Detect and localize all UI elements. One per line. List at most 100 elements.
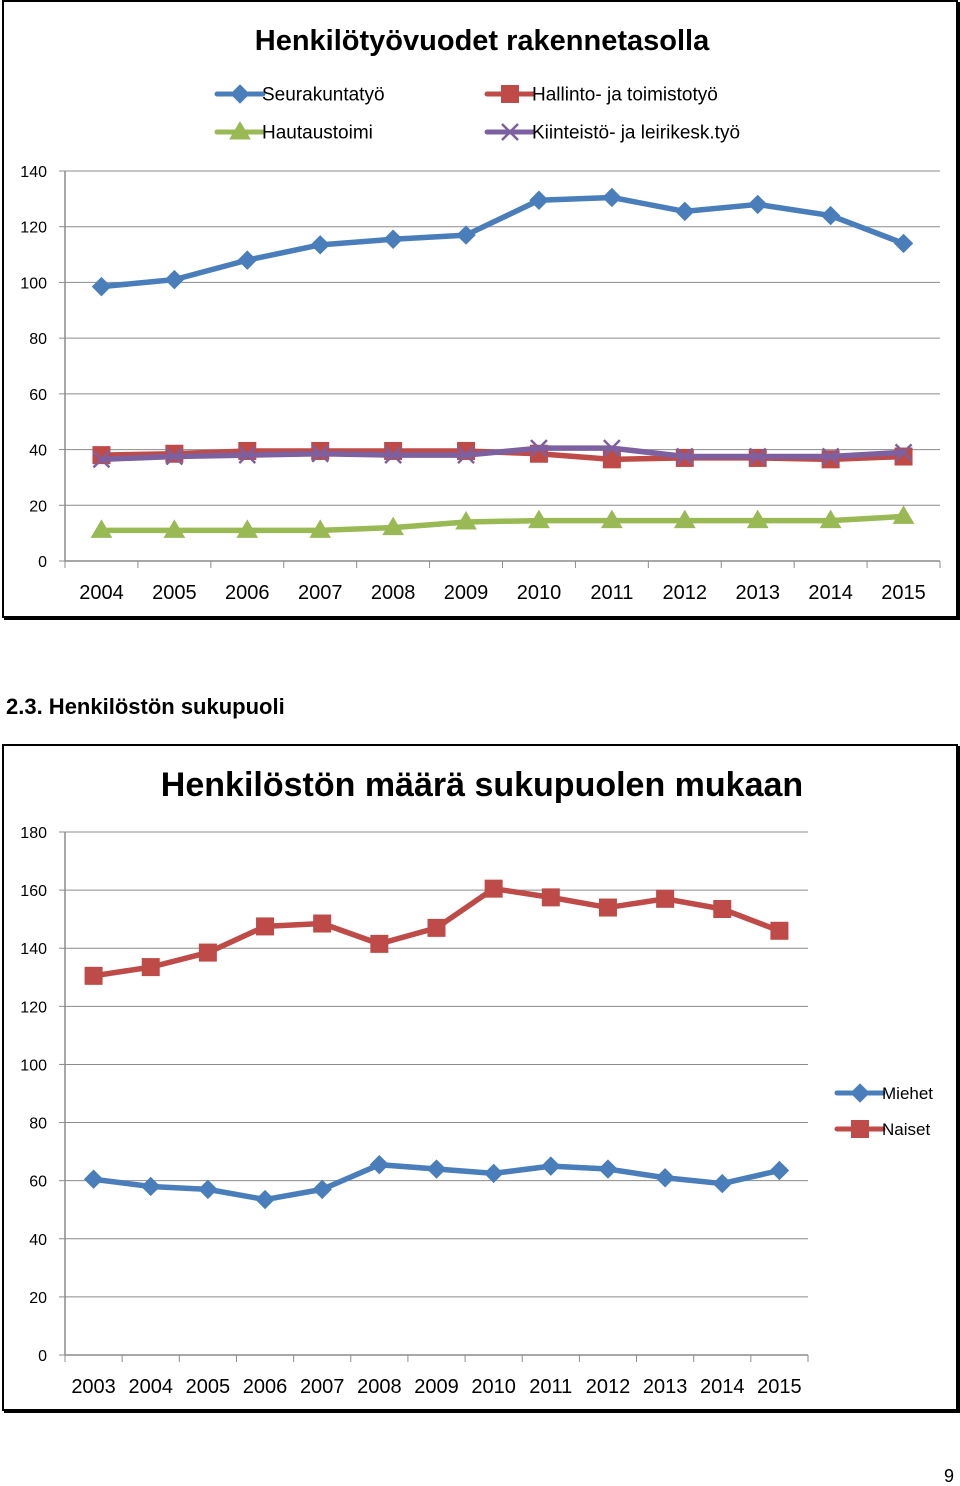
y-tick-label-100: 100 xyxy=(20,1057,47,1074)
data-point-hautaustoimi-2010 xyxy=(528,509,550,529)
chart-staff-by-gender: Henkilöstön määrä sukupuolen mukaan 0 20 40… xyxy=(2,744,958,1411)
data-point-naiset-2011 xyxy=(541,888,560,907)
legend-entry-hautaustoimi: Hautaustoimi xyxy=(214,121,373,144)
data-point-kiinteisto-ja-leirikesk-tyo-2004 xyxy=(92,450,111,469)
data-point-kiinteisto-ja-leirikesk-tyo-2008-stroke-b xyxy=(384,446,403,465)
y-tick-label-40: 40 xyxy=(29,443,47,460)
data-point-seurakuntatyo-2009 xyxy=(456,225,476,245)
x-tick-label-2011: 2011 xyxy=(590,582,633,604)
data-point-hautaustoimi-2007 xyxy=(309,519,332,538)
legend-label-hautaustoimi: Hautaustoimi xyxy=(262,123,373,144)
data-point-naiset-2015 xyxy=(770,921,789,940)
series-line-hautaustoimi xyxy=(98,513,907,534)
data-point-naiset-2009 xyxy=(427,918,446,937)
data-point-miehet-2005 xyxy=(198,1179,218,1200)
x-tick-label-2012: 2012 xyxy=(586,1376,631,1398)
gridlines xyxy=(65,170,940,506)
series-naiset xyxy=(84,879,789,985)
y-tick-label-20: 20 xyxy=(29,498,47,515)
x-tick-label-2013: 2013 xyxy=(735,582,780,604)
legend-entry-naiset: Naiset xyxy=(834,1120,930,1139)
data-point-miehet-2003 xyxy=(83,1169,104,1189)
data-point-kiinteisto-ja-leirikesk-tyo-2009-stroke-b xyxy=(457,446,475,465)
data-point-miehet-2004 xyxy=(141,1176,161,1197)
y-tick-label-80: 80 xyxy=(29,331,47,348)
legend-label-kiinteisto-ja-leirikesk-tyo: Kiinteistö- ja leirikesk.työ xyxy=(532,123,740,144)
data-point-hautaustoimi-2006 xyxy=(236,519,259,538)
y-tick-label-100: 100 xyxy=(20,275,47,292)
chart-structure-years-svg: Henkilötyövuodet rakennetasolla 0 20 40 60 80… xyxy=(20,25,941,604)
page-number: 9 xyxy=(943,1466,954,1486)
data-point-hautaustoimi-2005 xyxy=(163,519,186,538)
legend-marker-seurakuntatyo xyxy=(230,84,250,104)
x-tick-label-2015: 2015 xyxy=(881,582,926,604)
data-point-seurakuntatyo-2004 xyxy=(91,276,112,297)
data-point-kiinteisto-ja-leirikesk-tyo-2004-stroke-b xyxy=(92,450,111,469)
legend-marker-hallinto-ja-toimistotyo xyxy=(501,85,519,103)
data-point-kiinteisto-ja-leirikesk-tyo-2013 xyxy=(748,447,767,466)
data-point-naiset-2006 xyxy=(256,917,275,936)
data-point-hautaustoimi-2015 xyxy=(892,505,915,524)
x-tick-label-2014: 2014 xyxy=(700,1376,745,1398)
x-tick-label-2004: 2004 xyxy=(128,1376,173,1398)
data-point-kiinteisto-ja-leirikesk-tyo-2011-stroke-b xyxy=(602,439,621,458)
legend-label-seurakuntatyo: Seurakuntatyö xyxy=(262,85,385,106)
chart-staff-by-gender-svg: Henkilöstön määrä sukupuolen mukaan 0 20 40… xyxy=(20,766,933,1398)
data-point-kiinteisto-ja-leirikesk-tyo-2015-stroke-b xyxy=(894,443,913,462)
x-tick-label-2004: 2004 xyxy=(79,582,124,604)
data-point-naiset-2014 xyxy=(713,899,732,918)
data-point-hautaustoimi-2011 xyxy=(601,509,623,529)
y-tick-label-140: 140 xyxy=(20,941,47,958)
legend-marker-naiset xyxy=(851,1120,869,1138)
legend-entry-hallinto-ja-toimistotyo: Hallinto- ja toimistotyö xyxy=(484,85,718,106)
data-point-hautaustoimi-2008 xyxy=(382,516,404,536)
data-point-seurakuntatyo-2012 xyxy=(675,201,695,222)
data-point-seurakuntatyo-2008 xyxy=(383,229,403,249)
data-point-kiinteisto-ja-leirikesk-tyo-2007 xyxy=(311,444,330,463)
y-tick-label-120: 120 xyxy=(20,999,47,1016)
data-point-kiinteisto-ja-leirikesk-tyo-2012-stroke-b xyxy=(675,447,694,466)
data-point-hautaustoimi-2004 xyxy=(90,519,113,538)
data-point-miehet-2015 xyxy=(769,1160,790,1181)
data-point-kiinteisto-ja-leirikesk-tyo-2005 xyxy=(165,447,184,466)
legend-marker-hautaustoimi xyxy=(229,121,251,140)
x-tick-label-2012: 2012 xyxy=(663,582,708,604)
legend-marker-kiinteisto-ja-leirikesk-tyo-stroke-b xyxy=(501,123,519,141)
y-tick-label-60: 60 xyxy=(29,1174,47,1191)
data-point-seurakuntatyo-2005 xyxy=(164,269,185,290)
legend-entry-kiinteisto-ja-leirikesk-tyo: Kiinteistö- ja leirikesk.työ xyxy=(484,123,740,144)
legend-entry-seurakuntatyo: Seurakuntatyö xyxy=(214,84,385,106)
x-tick-label-2005: 2005 xyxy=(186,1376,231,1398)
data-point-seurakuntatyo-2014 xyxy=(820,205,841,226)
data-point-kiinteisto-ja-leirikesk-tyo-2006 xyxy=(238,446,257,465)
legend-marker-miehet xyxy=(850,1083,870,1103)
data-point-naiset-2008 xyxy=(370,934,389,953)
data-point-miehet-2014 xyxy=(712,1173,732,1194)
data-point-miehet-2006 xyxy=(255,1189,275,1210)
x-tick-label-2010: 2010 xyxy=(517,582,562,604)
data-point-seurakuntatyo-2007 xyxy=(310,235,330,255)
y-tick-label-140: 140 xyxy=(20,164,47,181)
data-point-kiinteisto-ja-leirikesk-tyo-2009 xyxy=(457,446,475,465)
legend-label-hallinto-ja-toimistotyo: Hallinto- ja toimistotyö xyxy=(532,85,718,106)
y-tick-label-40: 40 xyxy=(29,1232,47,1249)
series-miehet xyxy=(83,1154,790,1210)
chart-title: Henkilöstön määrä sukupuolen mukaan xyxy=(161,766,803,804)
data-point-hautaustoimi-2012 xyxy=(673,509,696,529)
y-tick-label-180: 180 xyxy=(20,825,47,842)
data-point-kiinteisto-ja-leirikesk-tyo-2010 xyxy=(530,439,548,458)
x-tick-label-2013: 2013 xyxy=(643,1376,688,1398)
x-tick-label-2006: 2006 xyxy=(225,582,270,604)
x-tick-label-2003: 2003 xyxy=(71,1376,116,1398)
series-line-seurakuntatyo xyxy=(98,194,907,290)
data-point-kiinteisto-ja-leirikesk-tyo-2005-stroke-b xyxy=(165,447,184,466)
legend-marker-kiinteisto-ja-leirikesk-tyo xyxy=(501,123,519,141)
x-tick-label-2008: 2008 xyxy=(357,1376,402,1398)
data-point-naiset-2007 xyxy=(313,914,332,933)
data-point-kiinteisto-ja-leirikesk-tyo-2011 xyxy=(602,439,621,458)
data-point-miehet-2007 xyxy=(312,1179,332,1200)
legend-label-naiset: Naiset xyxy=(882,1120,930,1139)
data-point-naiset-2010 xyxy=(484,879,503,898)
data-point-kiinteisto-ja-leirikesk-tyo-2007-stroke-b xyxy=(311,444,330,463)
y-tick-label-80: 80 xyxy=(29,1116,47,1133)
